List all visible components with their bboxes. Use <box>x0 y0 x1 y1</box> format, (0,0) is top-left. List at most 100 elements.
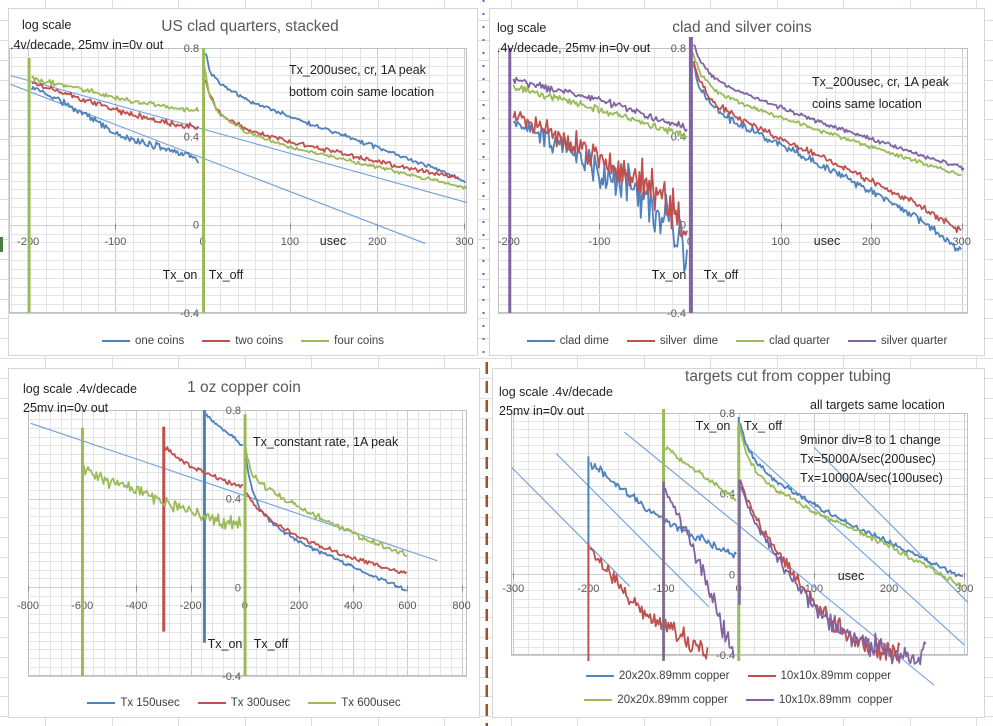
x-tick-label: -300 <box>502 583 524 595</box>
tx-on-label: Tx_on <box>696 419 731 433</box>
x-tick-label: 100 <box>771 236 789 248</box>
legend-label: 20x20x.89mm copper <box>617 694 728 706</box>
chart-legend: one coins two coins four coins <box>8 333 478 349</box>
x-tick-label: -200 <box>180 600 202 612</box>
chart-legend: Tx 150usec Tx 300usec Tx 600usec <box>8 695 480 711</box>
legend-item[interactable]: clad quarter <box>736 335 830 347</box>
legend-label: four coins <box>334 335 385 347</box>
x-tick-label: 800 <box>452 600 470 612</box>
annotation-location: bottom coin same location <box>289 85 434 99</box>
tx-on-label: Tx_on <box>208 637 243 651</box>
legend-marker-icon <box>526 339 555 343</box>
annotation-tx: Tx_constant rate, 1A peak <box>253 435 399 449</box>
legend-label: Tx 600usec <box>341 697 401 709</box>
legend-item[interactable]: one coins <box>101 335 185 347</box>
x-axis-unit-label: usec <box>320 234 346 248</box>
y-tick-label: 0.8 <box>671 43 686 55</box>
legend-item[interactable]: clad dime <box>526 335 609 347</box>
legend-label: 10x10x.89mm copper <box>778 694 893 706</box>
legend-label: clad dime <box>559 335 609 347</box>
y-tick-label: 0 <box>235 582 241 594</box>
legend-marker-icon <box>202 339 231 343</box>
x-tick-label: 300 <box>455 236 473 248</box>
annotation-tx5000: Tx=5000A/sec(200usec) <box>800 452 936 466</box>
chart-targets-cut-from-copper-tubing[interactable]: -300-200-1000100200300usec0.80.40-0.4log… <box>492 368 985 718</box>
x-axis-unit-label: usec <box>814 234 840 248</box>
annotation-location: all targets same location <box>810 398 945 412</box>
x-tick-label: 300 <box>955 583 973 595</box>
legend-item[interactable]: Tx 150usec <box>87 697 180 709</box>
legend-item[interactable]: 10x10x.89mm copper <box>745 694 893 706</box>
legend-item[interactable]: Tx 300usec <box>197 697 291 709</box>
legend-marker-icon <box>847 339 876 343</box>
legend-label: Tx 150usec <box>120 697 180 709</box>
axis-labels: -200-1000100200300usec0.80.40-0.4 <box>498 43 971 320</box>
legend-marker-icon <box>736 339 765 343</box>
y-tick-label: 0.8 <box>720 408 735 420</box>
y-tick-label: -0.4 <box>180 308 199 320</box>
x-tick-label: 200 <box>880 583 898 595</box>
chart-1-oz-copper-coin[interactable]: -800-600-400-20002004006008000.80.40-0.4… <box>8 368 480 718</box>
chart-legend: 20x20x.89mm copper 10x10x.89mm copper <box>492 692 985 708</box>
x-tick-label: 100 <box>281 236 299 248</box>
y-tick-label: 0.4 <box>226 494 241 506</box>
reference-slope-lines <box>30 422 438 562</box>
series-Tx-600usec[interactable] <box>80 414 408 676</box>
legend-label: Tx 300usec <box>230 697 291 709</box>
x-tick-label: 200 <box>290 600 308 612</box>
legend-marker-icon <box>301 339 330 343</box>
series-Tx-300usec[interactable] <box>162 426 408 632</box>
chart-legend: 20x20x.89mm copper 10x10x.89mm copper <box>492 668 985 684</box>
y-tick-label: 0 <box>729 569 735 581</box>
scale-note-2: .4v/decade, 25mv in=0v out <box>10 38 164 52</box>
legend-item[interactable]: Tx 600usec <box>308 697 401 709</box>
x-tick-label: 600 <box>398 600 416 612</box>
legend-label: silver dime <box>659 335 719 347</box>
series-10x10x.89mm-copper[interactable] <box>662 479 927 666</box>
series-silver-quarter[interactable] <box>508 36 965 313</box>
legend-item[interactable]: 10x10x.89mm copper <box>747 670 891 682</box>
tx-off-label: Tx_off <box>254 637 289 651</box>
annotation-tx: Tx_200usec, cr, 1A peak <box>812 75 950 89</box>
x-tick-label: -100 <box>104 236 126 248</box>
y-tick-label: 0.8 <box>226 405 241 417</box>
chart-title: US clad quarters, stacked <box>161 18 338 35</box>
legend-marker-icon <box>745 698 774 702</box>
y-tick-label: 0 <box>680 220 686 232</box>
x-tick-label: -800 <box>17 600 39 612</box>
legend-label: one coins <box>134 335 185 347</box>
legend-item[interactable]: two coins <box>202 335 283 347</box>
scale-note: log scale <box>497 21 546 35</box>
legend-item[interactable]: 20x20x.89mm copper <box>585 670 730 682</box>
scale-note: log scale <box>22 18 71 32</box>
legend-item[interactable]: four coins <box>301 335 384 347</box>
chart-title: 1 oz copper coin <box>187 379 301 396</box>
chart-texts: log scale .4v/decade, 25mv in=0v out clad … <box>497 19 950 282</box>
legend-item[interactable]: silver dime <box>626 335 719 347</box>
legend-label: silver quarter <box>880 335 948 347</box>
legend-marker-icon <box>101 339 130 343</box>
legend-label: 20x20x.89mm copper <box>618 670 730 682</box>
series-four-coins[interactable] <box>27 48 467 313</box>
y-tick-label: -0.4 <box>716 650 735 662</box>
chart-legend: clad dime silver dime clad quarter silver q… <box>489 333 985 349</box>
legend-item[interactable]: silver quarter <box>847 335 948 347</box>
scale-note-2: .4v/decade, 25mv in=0v out <box>497 41 651 55</box>
legend-marker-icon <box>626 339 655 343</box>
legend-item[interactable]: 20x20x.89mm copper <box>584 694 728 706</box>
scale-note: log scale .4v/decade <box>499 385 613 399</box>
legend-label: two coins <box>235 335 284 347</box>
scale-note-2: 25mv in=0v out <box>23 401 109 415</box>
chart-title: targets cut from copper tubing <box>685 368 891 385</box>
x-tick-label: -100 <box>588 236 610 248</box>
x-tick-label: 300 <box>952 236 970 248</box>
annotation-tx10000: Tx=10000A/sec(100usec) <box>800 471 943 485</box>
x-tick-label: 400 <box>344 600 362 612</box>
legend-marker-icon <box>87 701 116 705</box>
annotation-tx: Tx_200usec, cr, 1A peak <box>289 63 427 77</box>
chart-texts: log scale .4v/decade, 25mv in=0v out US cl… <box>10 18 434 282</box>
